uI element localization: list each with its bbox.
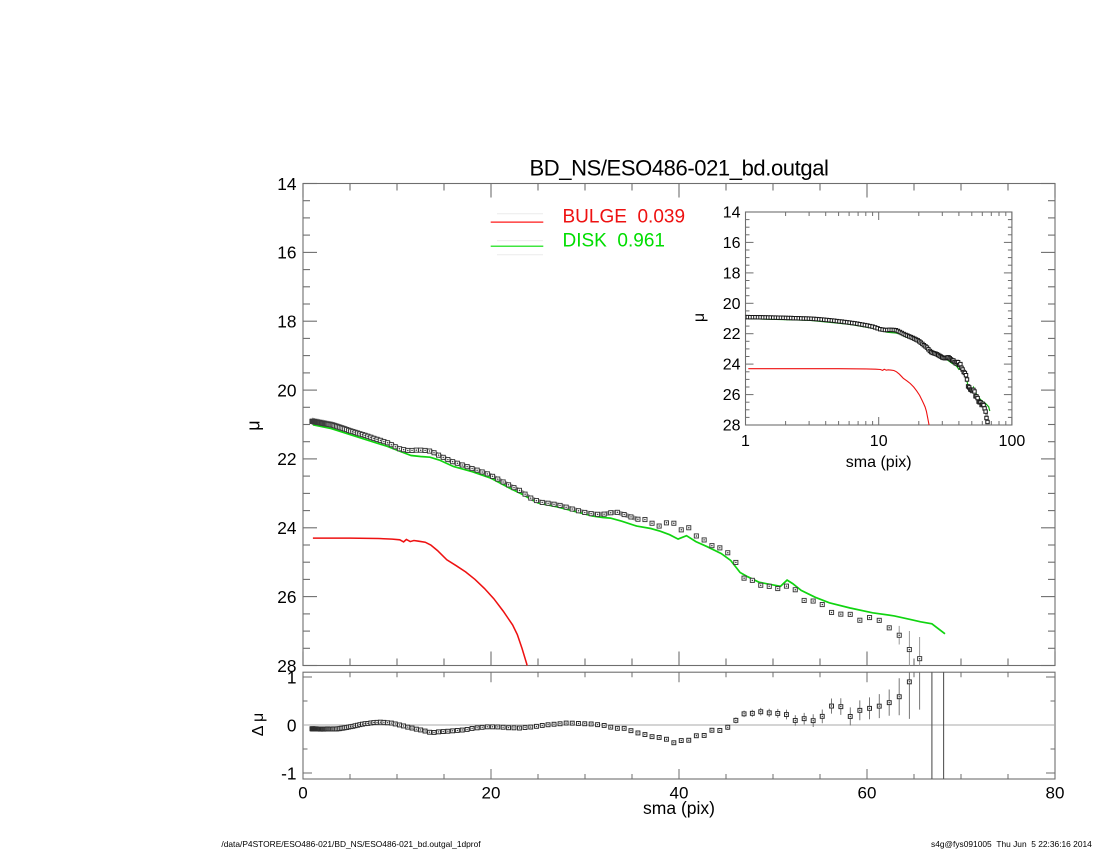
svg-text:20: 20	[482, 784, 501, 803]
svg-text:-1: -1	[281, 763, 296, 783]
svg-text:0: 0	[298, 784, 307, 803]
svg-text:40: 40	[670, 784, 689, 803]
svg-text:16: 16	[277, 243, 296, 263]
svg-text:18: 18	[277, 312, 296, 332]
svg-text:16: 16	[723, 235, 741, 252]
svg-text:sma (pix): sma (pix)	[643, 798, 715, 818]
svg-text:22: 22	[277, 449, 296, 469]
svg-text:28: 28	[277, 656, 296, 676]
svg-text:μ: μ	[244, 420, 264, 430]
svg-text:20: 20	[723, 296, 741, 313]
svg-text:1: 1	[741, 433, 750, 450]
svg-text:80: 80	[1046, 784, 1065, 803]
svg-text:s4g@fys091005 Thu Jun 5 22:3: s4g@fys091005 Thu Jun 5 22:36:16 2014	[931, 839, 1092, 849]
svg-text:22: 22	[723, 326, 741, 343]
svg-text:26: 26	[277, 587, 296, 607]
svg-text:14: 14	[723, 205, 741, 222]
svg-text:26: 26	[723, 387, 741, 404]
svg-text:0: 0	[287, 715, 297, 735]
svg-text:1: 1	[287, 667, 297, 687]
svg-text:sma (pix): sma (pix)	[846, 454, 912, 471]
svg-text:24: 24	[277, 518, 297, 538]
svg-text:μ: μ	[691, 313, 708, 322]
svg-text:BD_NS/ESO486-021_bd.outgal: BD_NS/ESO486-021_bd.outgal	[529, 156, 828, 181]
svg-text:DISK 0.961: DISK 0.961	[563, 230, 665, 251]
svg-text:20: 20	[277, 380, 296, 400]
svg-text:28: 28	[723, 418, 741, 435]
svg-text:/data/P4STORE/ESO486-021/BD_NS: /data/P4STORE/ESO486-021/BD_NS/ESO486-02…	[221, 839, 481, 849]
svg-text:60: 60	[858, 784, 877, 803]
svg-text:24: 24	[723, 357, 741, 374]
svg-text:18: 18	[723, 265, 741, 282]
svg-text:BULGE 0.039: BULGE 0.039	[563, 207, 686, 228]
svg-text:14: 14	[277, 174, 297, 194]
svg-text:10: 10	[870, 433, 888, 450]
svg-text:100: 100	[999, 433, 1026, 450]
svg-text:Δ μ: Δ μ	[250, 713, 267, 736]
